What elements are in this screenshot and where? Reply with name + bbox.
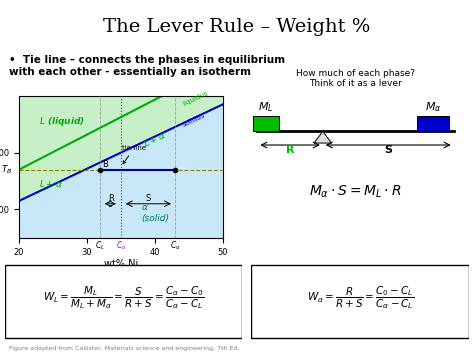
Text: $\alpha$
(solid): $\alpha$ (solid) — [141, 203, 169, 223]
Text: $L$ (liquid): $L$ (liquid) — [39, 115, 85, 128]
FancyBboxPatch shape — [5, 265, 242, 338]
Text: R: R — [286, 145, 294, 155]
Text: S: S — [384, 145, 392, 155]
FancyBboxPatch shape — [253, 116, 279, 131]
FancyBboxPatch shape — [251, 265, 469, 338]
Text: $C_o$: $C_o$ — [116, 239, 126, 252]
Text: S: S — [146, 194, 151, 203]
FancyBboxPatch shape — [417, 116, 449, 131]
Text: B: B — [102, 160, 109, 169]
Polygon shape — [314, 131, 331, 143]
Text: $M_\alpha \cdot S = M_L \cdot R$: $M_\alpha \cdot S = M_L \cdot R$ — [310, 184, 401, 200]
Text: $C_L$: $C_L$ — [95, 239, 106, 252]
Text: liquidus: liquidus — [182, 90, 210, 107]
Text: $C_\alpha$: $C_\alpha$ — [170, 239, 181, 252]
Text: solidus: solidus — [182, 112, 207, 128]
Text: $W_\alpha = \dfrac{R}{R+S} = \dfrac{C_0 - C_L}{C_\alpha - C_L}$: $W_\alpha = \dfrac{R}{R+S} = \dfrac{C_0 … — [307, 284, 414, 311]
X-axis label: wt% Ni: wt% Ni — [104, 260, 138, 269]
Text: The Lever Rule – Weight %: The Lever Rule – Weight % — [103, 18, 371, 36]
Text: $L + \alpha$: $L + \alpha$ — [39, 178, 63, 189]
Text: •  Tie line – connects the phases in equilibrium
with each other - essentially a: • Tie line – connects the phases in equi… — [9, 55, 286, 77]
Text: $M_\alpha$: $M_\alpha$ — [425, 100, 441, 114]
Text: $T_B$: $T_B$ — [0, 163, 12, 176]
Text: Figure adapted from Callister, Materials science and engineering, 7th Ed.: Figure adapted from Callister, Materials… — [9, 346, 240, 351]
Text: $W_L = \dfrac{M_L}{M_L + M_\alpha} = \dfrac{S}{R+S} = \dfrac{C_\alpha - C_0}{C_\: $W_L = \dfrac{M_L}{M_L + M_\alpha} = \df… — [43, 284, 204, 311]
Text: tie line: tie line — [122, 145, 146, 164]
Text: $L + \alpha$: $L + \alpha$ — [141, 129, 167, 149]
Text: How much of each phase?
Think of it as a lever: How much of each phase? Think of it as a… — [296, 69, 415, 88]
Text: $M_L$: $M_L$ — [258, 100, 274, 114]
Text: R: R — [108, 194, 114, 203]
